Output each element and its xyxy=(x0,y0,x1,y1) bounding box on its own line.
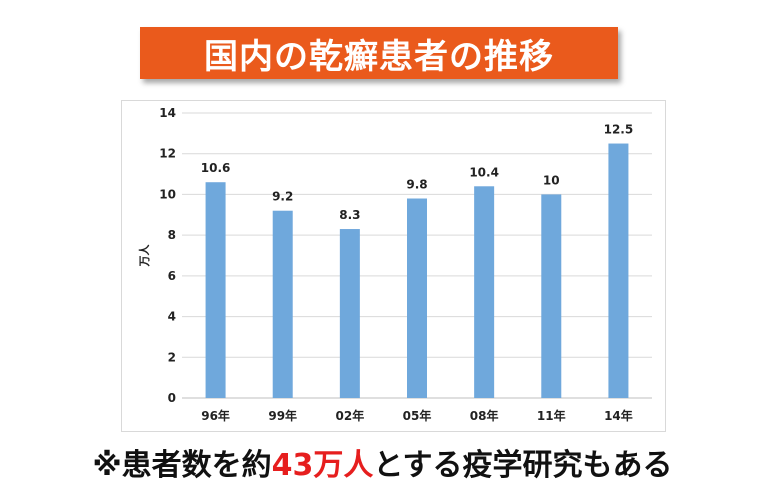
y-tick-label: 6 xyxy=(168,269,176,283)
x-tick-label: 11年 xyxy=(537,408,566,423)
x-tick-label: 05年 xyxy=(403,408,432,423)
x-tick-label: 08年 xyxy=(470,408,499,423)
data-label: 10.6 xyxy=(201,161,231,175)
y-tick-label: 0 xyxy=(168,391,176,405)
bar xyxy=(205,182,226,398)
bar xyxy=(407,198,427,398)
footnote: ※患者数を約43万人とする疫学研究もある xyxy=(0,440,765,484)
data-label: 10.4 xyxy=(469,165,499,179)
y-tick-label: 14 xyxy=(159,106,176,120)
page-title: 国内の乾癬患者の推移 xyxy=(204,36,554,77)
y-tick-label: 4 xyxy=(168,310,176,324)
x-tick-label: 99年 xyxy=(268,408,297,423)
y-axis-label: 万人 xyxy=(137,244,151,268)
y-tick-label: 2 xyxy=(168,350,176,364)
data-label: 8.3 xyxy=(339,208,360,222)
x-tick-label: 14年 xyxy=(604,408,633,423)
bar xyxy=(541,194,562,398)
chart-frame: 0 2 4 6 8 10 12 14 万人 10.6 96年 9.2 99年 8.3 02年 9.8 05年 10… xyxy=(121,100,666,432)
data-label: 12.5 xyxy=(604,123,634,137)
data-label: 10 xyxy=(543,173,560,187)
x-tick-label: 96年 xyxy=(201,408,230,423)
bar xyxy=(474,186,495,398)
bar xyxy=(608,143,629,398)
y-tick-label: 10 xyxy=(159,187,176,201)
title-banner: 国内の乾癬患者の推移 xyxy=(140,27,618,79)
bar xyxy=(339,229,360,398)
data-label: 9.8 xyxy=(406,178,427,192)
bar xyxy=(272,210,293,398)
data-label: 9.2 xyxy=(272,190,293,204)
x-tick-label: 02年 xyxy=(336,408,365,423)
y-tick-label: 8 xyxy=(168,228,176,242)
footnote-suffix: とする疫学研究もある xyxy=(373,448,673,483)
footnote-prefix: ※患者数を約 xyxy=(92,448,272,483)
bar-chart: 0 2 4 6 8 10 12 14 万人 10.6 96年 9.2 99年 8.3 02年 9.8 05年 10… xyxy=(137,106,652,423)
y-tick-label: 12 xyxy=(159,147,176,161)
footnote-highlight: 43万人 xyxy=(271,448,374,483)
